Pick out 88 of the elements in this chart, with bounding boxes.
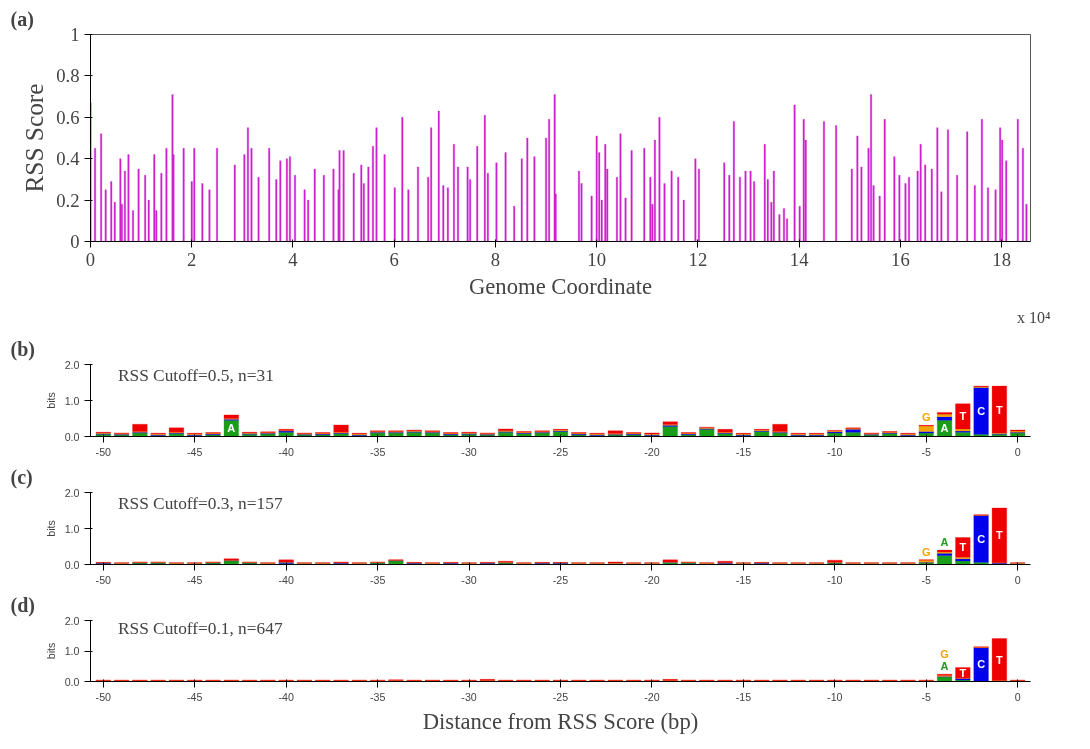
y-tick-label: 2.0 xyxy=(64,614,80,627)
y-tick-label: 0.0 xyxy=(64,430,80,443)
y-tick-label: 1.0 xyxy=(64,645,80,657)
x-tick-label: -5 xyxy=(921,690,932,703)
x-tick-label: 8 xyxy=(490,248,501,270)
x-tick-label: -30 xyxy=(461,573,477,586)
annotation: RSS Cutoff=0.5, n=31 xyxy=(117,365,274,385)
x-tick-label: -45 xyxy=(187,445,203,458)
x-tick-label: -45 xyxy=(187,690,203,703)
x-tick-label: -50 xyxy=(95,690,112,703)
x-tick-label: 4 xyxy=(288,248,299,270)
chart-title: (b) xyxy=(10,337,35,361)
x-tick-label: -15 xyxy=(735,445,752,458)
series-label: G xyxy=(921,545,931,558)
x-tick-label: -5 xyxy=(921,445,932,458)
annotation: RSS Cutoff=0.3, n=157 xyxy=(117,493,283,513)
x-tick-label: -10 xyxy=(827,445,843,458)
x-tick-label: -50 xyxy=(95,573,112,586)
annotation: RSS Cutoff=0.1, n=647 xyxy=(117,618,283,638)
series-label: C xyxy=(977,658,986,671)
series-label: A xyxy=(227,422,236,435)
y-tick-label: 0.6 xyxy=(56,106,80,128)
y-tick-label: 0 xyxy=(70,231,80,252)
x-tick-label: -15 xyxy=(735,690,752,703)
x-tick-label: -5 xyxy=(921,573,932,586)
x-tick-label: -20 xyxy=(644,445,660,458)
chart-title: (c) xyxy=(10,465,33,489)
y-tick-label: 0.0 xyxy=(64,558,80,571)
x-tick-label: -40 xyxy=(278,573,294,586)
y-tick-label: 2.0 xyxy=(64,358,80,371)
x-tick-label: -35 xyxy=(369,573,386,586)
y-tick-label: 0.4 xyxy=(56,148,81,170)
x-tick-label: 12 xyxy=(688,248,708,270)
x-tick-label: -15 xyxy=(735,573,752,586)
y-tick-label: 0.8 xyxy=(56,65,80,87)
x-tick-label: 2 xyxy=(187,248,197,270)
y-tick-label: 1 xyxy=(70,24,80,45)
text: T xyxy=(996,653,1003,666)
x-tick-label: 14 xyxy=(789,248,810,270)
y-axis-title: RSS Score xyxy=(20,83,49,193)
x-tick-label: 10 xyxy=(587,248,607,270)
y-tick-label: 0.0 xyxy=(64,675,80,688)
x-tick-label: -40 xyxy=(278,445,294,458)
text: T xyxy=(996,403,1003,416)
x-tick-label: 0 xyxy=(1014,690,1021,703)
series-label: A xyxy=(940,536,949,549)
x-tick-label: 18 xyxy=(992,248,1011,270)
y-tick-label: 0.2 xyxy=(56,189,80,211)
x-tick-label: -40 xyxy=(278,690,294,703)
y-tick-label: 2.0 xyxy=(64,486,80,499)
x-tick-label: -25 xyxy=(552,445,569,458)
x-tick-label: 6 xyxy=(389,248,399,270)
x-tick-label: 0 xyxy=(1014,573,1021,586)
x-axis-title: Genome Coordinate xyxy=(468,273,653,299)
x-tick-label: 0 xyxy=(1014,445,1021,458)
series-label: C xyxy=(977,532,986,545)
y-tick-label: 1.0 xyxy=(64,522,80,535)
x-tick-label: -45 xyxy=(187,573,203,586)
x-tick-label: -20 xyxy=(644,573,660,586)
text: x 10⁴ xyxy=(1016,308,1051,326)
x-tick-label: 16 xyxy=(891,248,910,270)
x-tick-label: -10 xyxy=(827,690,843,703)
y-axis-title: bits xyxy=(44,392,57,409)
series-label: C xyxy=(977,404,986,417)
text: A xyxy=(940,422,949,435)
text: T xyxy=(996,529,1003,542)
series-label: T xyxy=(959,541,967,554)
chart-title: (a) xyxy=(10,7,34,31)
series-label: G xyxy=(921,411,931,424)
x-tick-label: -25 xyxy=(552,573,569,586)
series-label: A xyxy=(940,660,949,673)
series-label: T xyxy=(959,666,967,679)
x-tick-label: -35 xyxy=(369,690,386,703)
y-axis-title: bits xyxy=(44,642,57,660)
x-tick-label: -35 xyxy=(369,445,386,458)
chart-title: (d) xyxy=(10,593,35,617)
series-label: G xyxy=(940,648,949,661)
x-tick-label: -25 xyxy=(552,690,569,703)
x-tick-label: 0 xyxy=(85,248,96,270)
series-label: T xyxy=(959,410,967,423)
x-tick-label: -30 xyxy=(461,690,477,703)
y-tick-label: 1.0 xyxy=(64,394,80,407)
y-axis-title: bits xyxy=(44,520,57,537)
x-tick-label: -50 xyxy=(95,445,112,458)
x-tick-label: -10 xyxy=(827,573,843,586)
x-tick-label: -30 xyxy=(461,445,477,458)
x-axis-title: Distance from RSS Score (bp) xyxy=(422,708,699,734)
x-tick-label: -20 xyxy=(644,690,660,703)
